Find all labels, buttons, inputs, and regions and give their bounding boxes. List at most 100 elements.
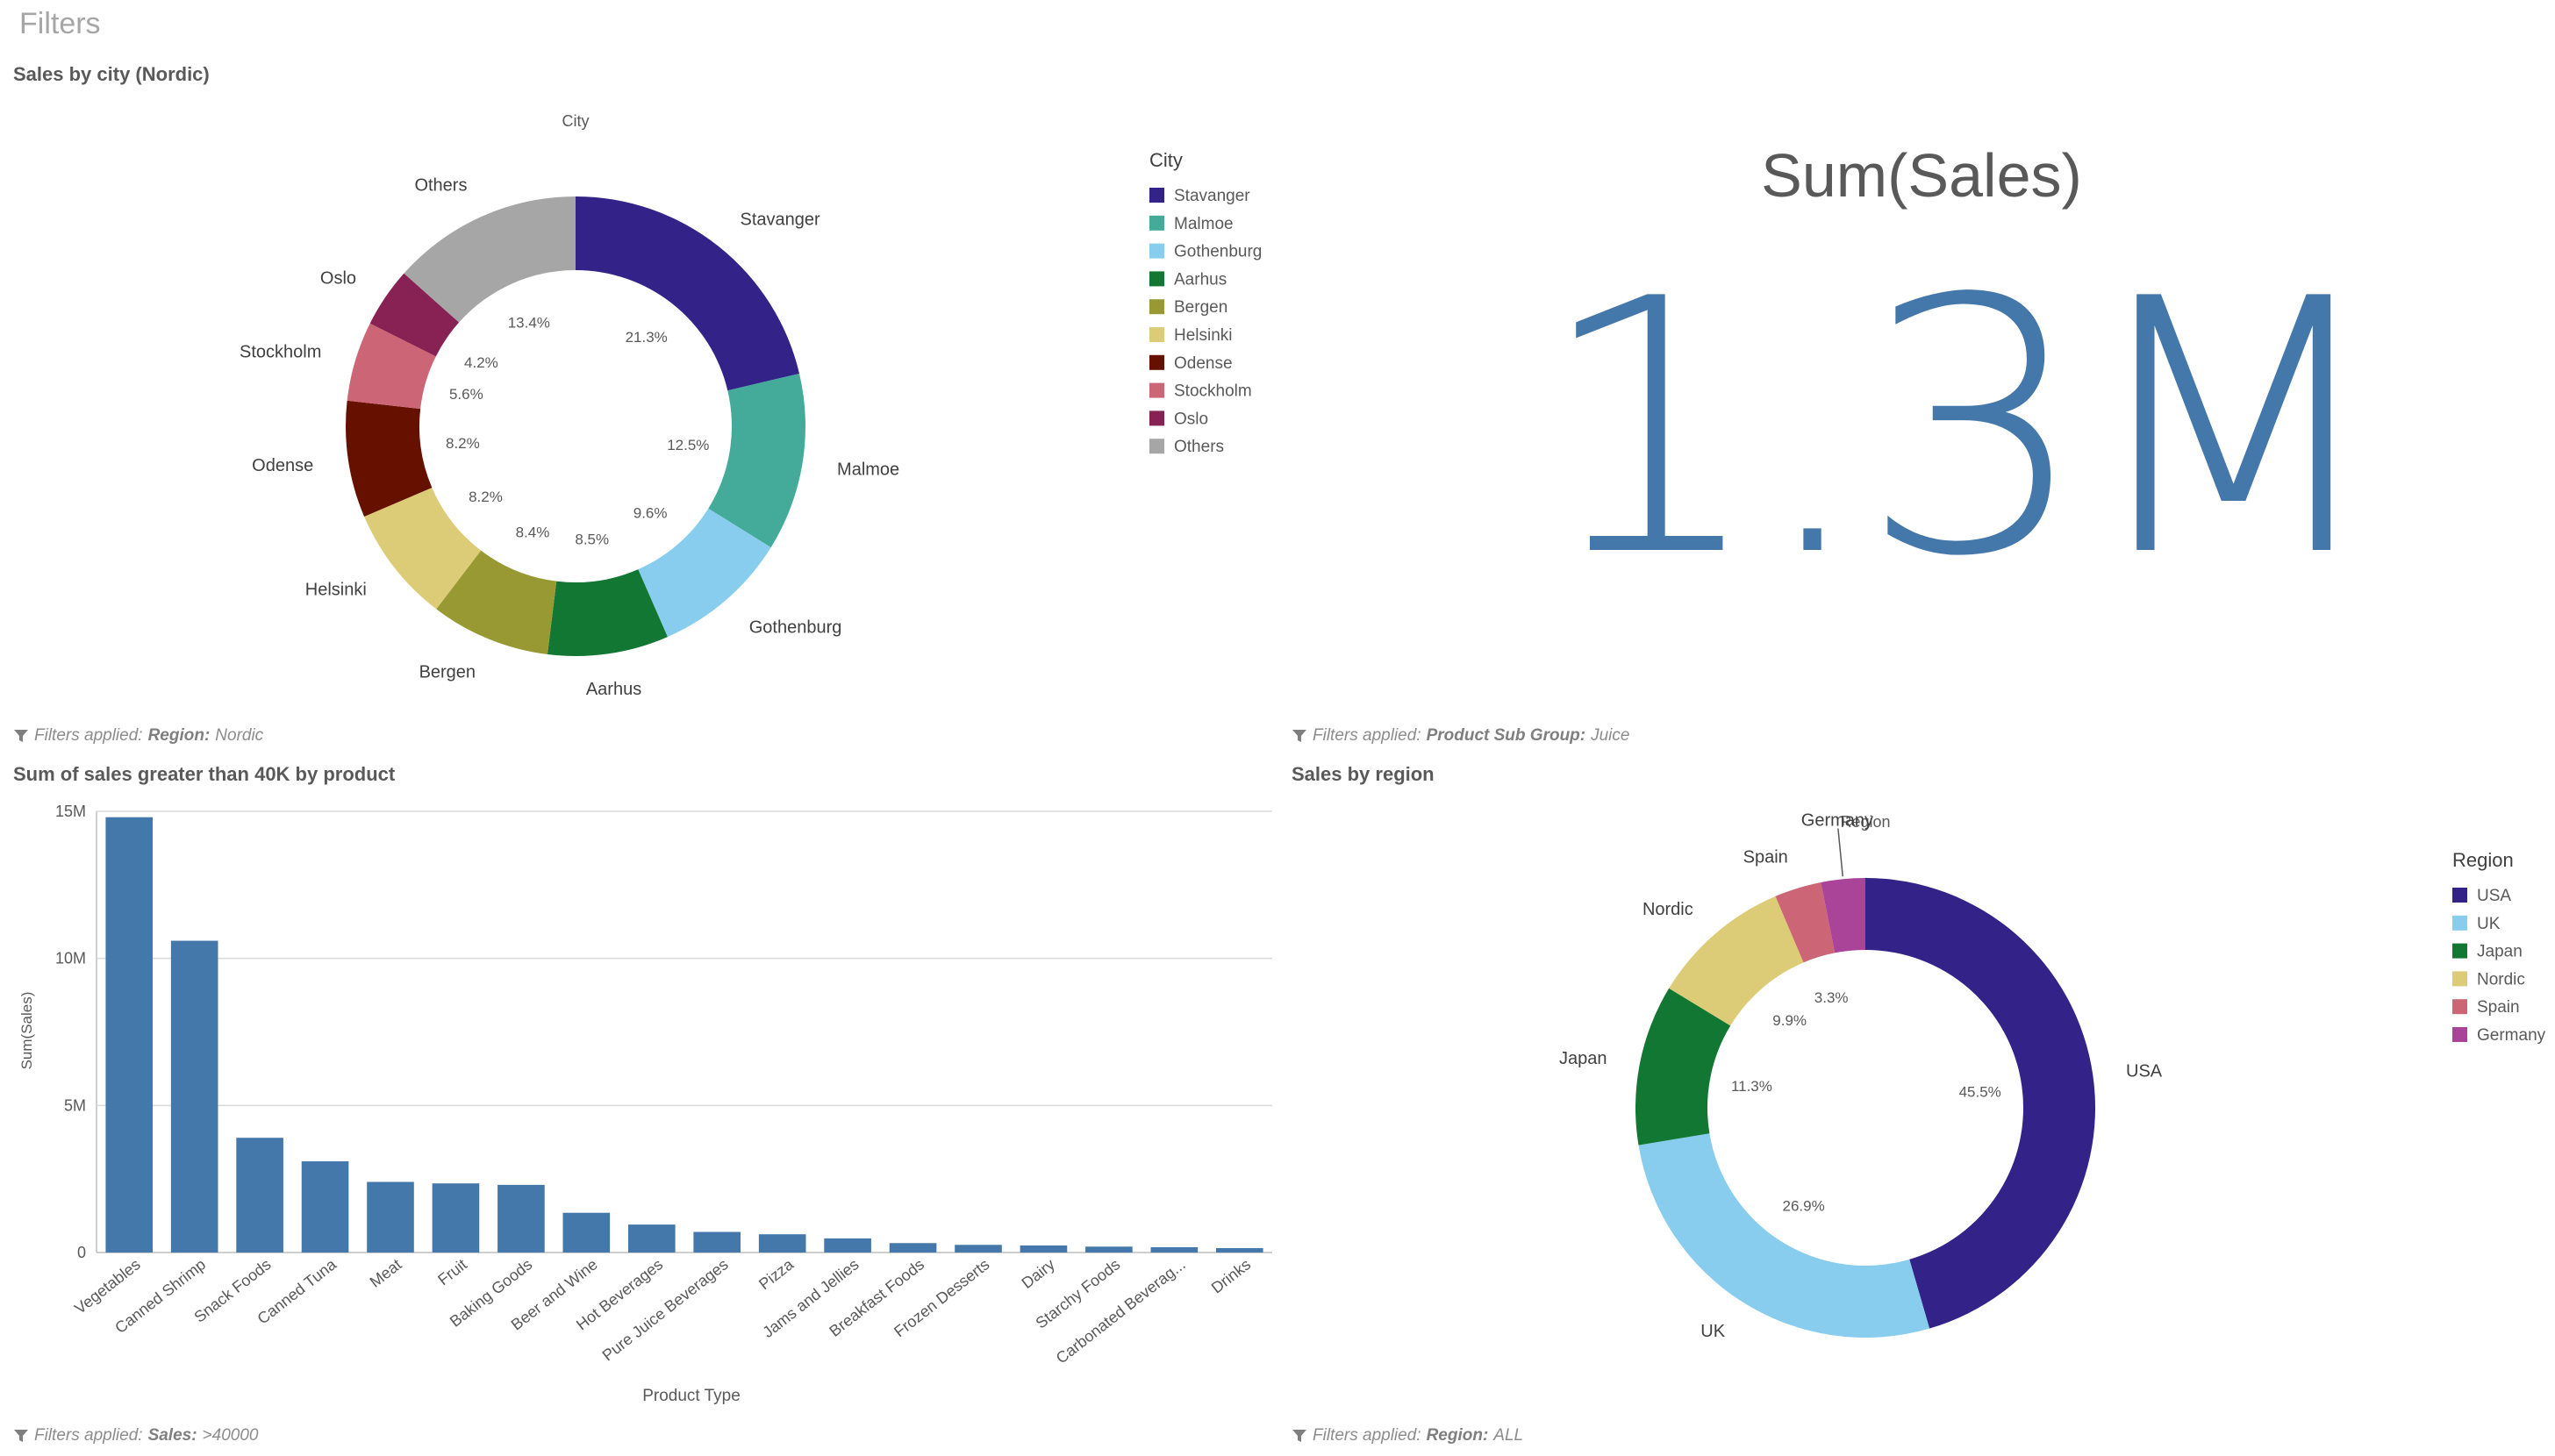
slice-percent-label: 26.9%	[1783, 1198, 1825, 1215]
filter-field: Region:	[1426, 1426, 1489, 1445]
legend-item: Malmoe	[1174, 215, 1234, 233]
slice-malmoe[interactable]	[708, 373, 806, 548]
legend-item: Spain	[2477, 998, 2520, 1017]
region-panel-title: Sales by region	[1292, 763, 1435, 785]
slice-gothenburg[interactable]	[638, 508, 771, 638]
bar-carbonated-beverag[interactable]	[1150, 1246, 1199, 1253]
bar-canned-shrimp[interactable]	[170, 940, 218, 1253]
slice-label: Stavanger	[740, 210, 820, 229]
slice-oslo[interactable]	[369, 273, 460, 357]
legend-swatch	[1149, 439, 1164, 454]
bar-frozen-desserts[interactable]	[955, 1245, 1002, 1253]
slice-label: Gothenburg	[749, 617, 842, 637]
filter-prefix: Filters applied:	[1313, 726, 1421, 745]
region-filter-footer: Filters applied: Region: ALL	[1292, 1426, 1523, 1445]
filter-value: >40000	[202, 1426, 259, 1445]
filter-icon	[1292, 730, 1306, 742]
slice-percent-label: 8.2%	[469, 489, 503, 505]
slice-usa[interactable]	[1865, 878, 2095, 1329]
slice-nordic[interactable]	[1669, 896, 1804, 1026]
filter-field: Sales:	[147, 1426, 197, 1445]
x-tick-label: Pizza	[755, 1255, 798, 1293]
slice-helsinki[interactable]	[364, 487, 482, 610]
slice-germany[interactable]	[1821, 878, 1865, 953]
slice-label: Helsinki	[305, 581, 367, 600]
legend-item: Aarhus	[1174, 270, 1227, 289]
slice-label: Aarhus	[586, 680, 641, 699]
filter-value: Nordic	[215, 726, 264, 745]
slice-others[interactable]	[404, 196, 576, 323]
bar-pure-juice-beverages[interactable]	[693, 1231, 741, 1253]
legend-item: USA	[2477, 887, 2511, 905]
bar-meat[interactable]	[367, 1181, 414, 1253]
legend-item: Bergen	[1174, 298, 1227, 317]
legend-swatch	[1149, 382, 1164, 398]
slice-percent-label: 13.4%	[508, 314, 550, 331]
slice-percent-label: 21.3%	[626, 329, 668, 346]
bar-vegetables[interactable]	[105, 817, 154, 1253]
bar-baking-goods[interactable]	[497, 1184, 545, 1253]
slice-percent-label: 8.2%	[446, 435, 480, 452]
x-tick-label: Drinks	[1208, 1255, 1255, 1296]
kpi-filter-footer: Filters applied: Product Sub Group: Juic…	[1292, 726, 1629, 746]
bar-dairy[interactable]	[1020, 1245, 1068, 1253]
slice-label: Bergen	[419, 663, 476, 682]
bar-snack-foods[interactable]	[236, 1138, 283, 1253]
filter-field: Product Sub Group:	[1426, 726, 1586, 745]
bar-breakfast-foods[interactable]	[889, 1243, 937, 1253]
legend-swatch	[2452, 999, 2467, 1015]
kpi-value[interactable]: 1.3M	[1536, 225, 2387, 633]
legend-swatch	[1149, 243, 1164, 259]
filter-icon	[14, 730, 28, 742]
slice-label: Germany	[1801, 811, 1873, 831]
legend-item: UK	[2477, 915, 2501, 933]
x-tick-label: Fruit	[434, 1255, 470, 1288]
filter-prefix: Filters applied:	[34, 726, 143, 745]
slice-odense[interactable]	[346, 400, 433, 517]
slice-percent-label: 4.2%	[464, 354, 498, 371]
legend-swatch	[1149, 327, 1164, 342]
slice-stavanger[interactable]	[576, 196, 800, 391]
bar-pizza[interactable]	[758, 1234, 806, 1253]
legend-item: Japan	[2477, 943, 2523, 961]
slice-uk[interactable]	[1638, 1133, 1930, 1338]
legend-item: Odense	[1174, 354, 1233, 373]
legend-swatch	[1149, 215, 1164, 231]
slice-label: Oslo	[320, 268, 356, 288]
bar-canned-tuna[interactable]	[301, 1161, 349, 1253]
filter-prefix: Filters applied:	[34, 1426, 143, 1445]
slice-label: Malmoe	[837, 460, 899, 480]
filter-icon	[14, 1430, 28, 1442]
y-axis-title: Sum(Sales)	[18, 992, 35, 1070]
legend-title: Region	[2452, 849, 2514, 871]
x-tick-label: Meat	[367, 1255, 405, 1290]
slice-label: UK	[1700, 1322, 1725, 1341]
slice-percent-label: 11.3%	[1731, 1078, 1772, 1095]
bar-jams-and-jellies[interactable]	[824, 1238, 871, 1253]
legend-item: Gothenburg	[1174, 243, 1262, 261]
city-filter-footer: Filters applied: Region: Nordic	[13, 726, 263, 746]
filter-prefix: Filters applied:	[1313, 1426, 1421, 1445]
slice-spain[interactable]	[1775, 881, 1836, 963]
bar-starchy-foods[interactable]	[1085, 1246, 1133, 1253]
bar-drinks[interactable]	[1215, 1247, 1263, 1253]
slice-aarhus[interactable]	[547, 569, 668, 656]
filter-value: ALL	[1493, 1426, 1524, 1445]
legend-swatch	[2452, 1027, 2467, 1042]
bar-hot-beverages[interactable]	[627, 1224, 676, 1253]
slice-stockholm[interactable]	[347, 323, 436, 410]
slice-label: USA	[2126, 1062, 2163, 1081]
slice-japan[interactable]	[1635, 988, 1731, 1146]
city-donut-chart[interactable]: City 21.3% Stavanger 12.5% Malmoe 9.6% Gothenb…	[0, 96, 1281, 702]
y-tick-label: 0	[77, 1244, 86, 1261]
slice-percent-label: 9.9%	[1772, 1012, 1807, 1029]
slice-bergen[interactable]	[436, 550, 557, 655]
slice-label: Odense	[252, 456, 313, 475]
region-donut-chart[interactable]: Region 45.5% USA 26.9% UK 11.3% Japan 9.9% Nordi…	[1281, 794, 2555, 1425]
legend-item: Others	[1174, 438, 1224, 456]
slice-label: Japan	[1559, 1049, 1607, 1068]
bar-fruit[interactable]	[432, 1183, 480, 1253]
slice-percent-label: 5.6%	[449, 386, 483, 403]
bar-beer-and-wine[interactable]	[562, 1212, 611, 1253]
